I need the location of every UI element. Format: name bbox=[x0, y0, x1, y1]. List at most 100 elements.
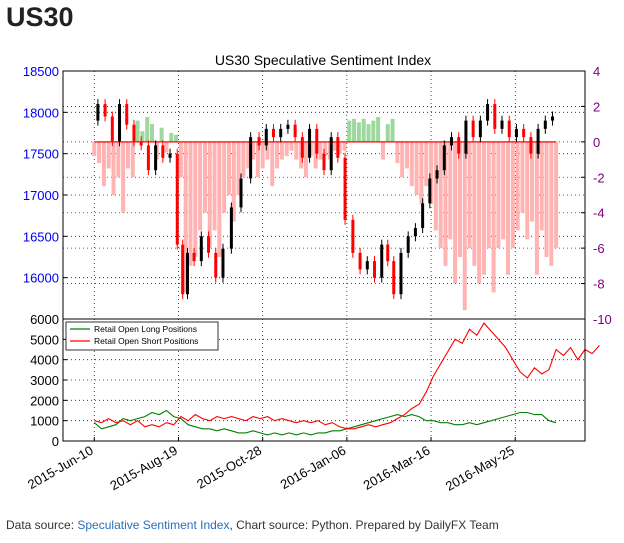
candle-body-7 bbox=[139, 141, 143, 146]
candle-body-19 bbox=[221, 248, 225, 278]
ssi-bar-93 bbox=[539, 141, 544, 231]
ssi-bar-14 bbox=[159, 127, 164, 142]
legend-label-0: Retail Open Long Positions bbox=[94, 324, 197, 334]
legend-label-1: Retail Open Short Positions bbox=[94, 336, 198, 346]
ssi-bar-37 bbox=[270, 141, 275, 187]
ssi-bar-11 bbox=[145, 117, 150, 142]
ssi-tick-label-7: 4 bbox=[593, 64, 600, 79]
candle-body-38 bbox=[365, 261, 369, 270]
ssi-bar-68 bbox=[419, 141, 424, 204]
ssi-bar-36 bbox=[265, 141, 270, 160]
footer-suffix: , Chart source: Python. Prepared by Dail… bbox=[229, 518, 499, 532]
ssi-bar-90 bbox=[525, 141, 530, 240]
price-tick-label-3: 17500 bbox=[23, 147, 59, 162]
ssi-tick-label-3: -4 bbox=[593, 206, 605, 221]
ssi-bar-32 bbox=[246, 141, 251, 169]
legend-box bbox=[65, 321, 219, 351]
ssi-tick-label-5: 0 bbox=[593, 135, 600, 150]
ssi-bar-72 bbox=[438, 141, 443, 249]
candle-body-16 bbox=[199, 236, 203, 262]
ssi-tick-label-2: -6 bbox=[593, 241, 605, 256]
positions-legend: Retail Open Long Positions Retail Open Sh… bbox=[65, 321, 219, 351]
candle-body-44 bbox=[406, 236, 410, 253]
date-tick-label-5: 2016-May-25 bbox=[443, 443, 517, 494]
ssi-bar-12 bbox=[150, 124, 155, 142]
candle-body-8 bbox=[146, 145, 150, 171]
ssi-bar-1 bbox=[97, 141, 102, 164]
ssi-bar-88 bbox=[515, 141, 520, 231]
ssi-bar-64 bbox=[400, 141, 405, 178]
ssi-bar-44 bbox=[303, 141, 308, 178]
ssi-bar-38 bbox=[275, 141, 280, 169]
ssi-bar-92 bbox=[534, 141, 539, 275]
ssi-bar-5 bbox=[116, 141, 121, 178]
candle-body-34 bbox=[336, 137, 340, 158]
candle-body-35 bbox=[343, 157, 347, 220]
candle-body-56 bbox=[493, 104, 497, 129]
candle-body-17 bbox=[207, 236, 211, 253]
positions-panel: 0 1000 2000 3000 4000 5000 6000 Retail Open Lon… bbox=[30, 312, 600, 449]
ssi-bar-15 bbox=[164, 141, 169, 153]
price-tick-label-0: 16000 bbox=[23, 271, 59, 286]
candle-body-3 bbox=[110, 116, 114, 142]
ssi-bar-66 bbox=[409, 141, 414, 187]
ssi-bar-60 bbox=[380, 141, 385, 160]
candle-body-57 bbox=[500, 120, 504, 129]
candle-body-36 bbox=[351, 219, 355, 253]
candle-body-11 bbox=[168, 153, 172, 158]
ssi-bar-54 bbox=[352, 118, 357, 142]
ssi-bar-18 bbox=[178, 141, 183, 178]
candle-body-24 bbox=[264, 128, 268, 146]
ssi-bar-85 bbox=[501, 141, 506, 240]
candle-body-42 bbox=[392, 261, 396, 295]
candle-body-27 bbox=[286, 124, 290, 129]
ssi-bar-86 bbox=[506, 141, 511, 275]
ssi-bar-77 bbox=[462, 141, 467, 311]
candle-body-63 bbox=[543, 120, 547, 129]
ssi-bar-67 bbox=[414, 141, 419, 195]
candle-body-26 bbox=[279, 128, 283, 138]
ssi-tick-label-6: 2 bbox=[593, 99, 600, 114]
price-panel: 16000 16500 17000 17500 18000 18500 -10 -8 -6 -4 -… bbox=[23, 64, 612, 327]
candle-body-37 bbox=[358, 252, 362, 270]
ssi-bar-28 bbox=[226, 141, 231, 195]
ssi-bar-27 bbox=[222, 141, 227, 213]
candle-body-41 bbox=[386, 244, 390, 262]
ssi-bar-40 bbox=[284, 141, 289, 157]
candle-body-60 bbox=[522, 128, 526, 138]
candle-body-61 bbox=[529, 137, 533, 154]
ssi-bar-16 bbox=[169, 133, 174, 142]
ssi-bar-58 bbox=[371, 120, 376, 142]
candle-body-31 bbox=[315, 128, 319, 154]
candle-body-6 bbox=[132, 124, 136, 142]
date-tick-label-2: 2015-Oct-28 bbox=[194, 443, 264, 492]
footer-source-link[interactable]: Speculative Sentiment Index bbox=[77, 518, 230, 532]
candle-body-14 bbox=[185, 252, 189, 295]
ssi-bar-21 bbox=[193, 141, 198, 257]
ssi-bar-95 bbox=[549, 141, 554, 266]
ssi-bar-69 bbox=[424, 141, 429, 187]
candle-body-54 bbox=[478, 120, 482, 138]
candle-body-62 bbox=[536, 128, 540, 154]
positions-tick-label-5: 5000 bbox=[30, 332, 59, 347]
date-tick-label-4: 2016-Mar-16 bbox=[361, 443, 433, 493]
candle-body-48 bbox=[435, 170, 439, 179]
candle-body-25 bbox=[271, 128, 275, 138]
candle-body-55 bbox=[486, 104, 490, 121]
ssi-bar-79 bbox=[472, 141, 477, 266]
candle-body-21 bbox=[239, 178, 243, 208]
ssi-bar-87 bbox=[510, 141, 515, 249]
candle-body-29 bbox=[300, 137, 304, 158]
candle-body-39 bbox=[373, 261, 377, 278]
candle-body-64 bbox=[551, 116, 555, 121]
ssi-tick-label-0: -10 bbox=[593, 312, 612, 327]
candle-body-5 bbox=[125, 104, 129, 125]
ssi-bar-6 bbox=[121, 141, 126, 213]
positions-tick-label-4: 4000 bbox=[30, 353, 59, 368]
ssi-bar-89 bbox=[520, 141, 525, 213]
ssi-bar-19 bbox=[183, 141, 188, 293]
ssi-bar-33 bbox=[251, 141, 256, 160]
candle-body-28 bbox=[293, 124, 297, 138]
ssi-bar-78 bbox=[467, 141, 472, 249]
candle-body-18 bbox=[214, 252, 218, 278]
